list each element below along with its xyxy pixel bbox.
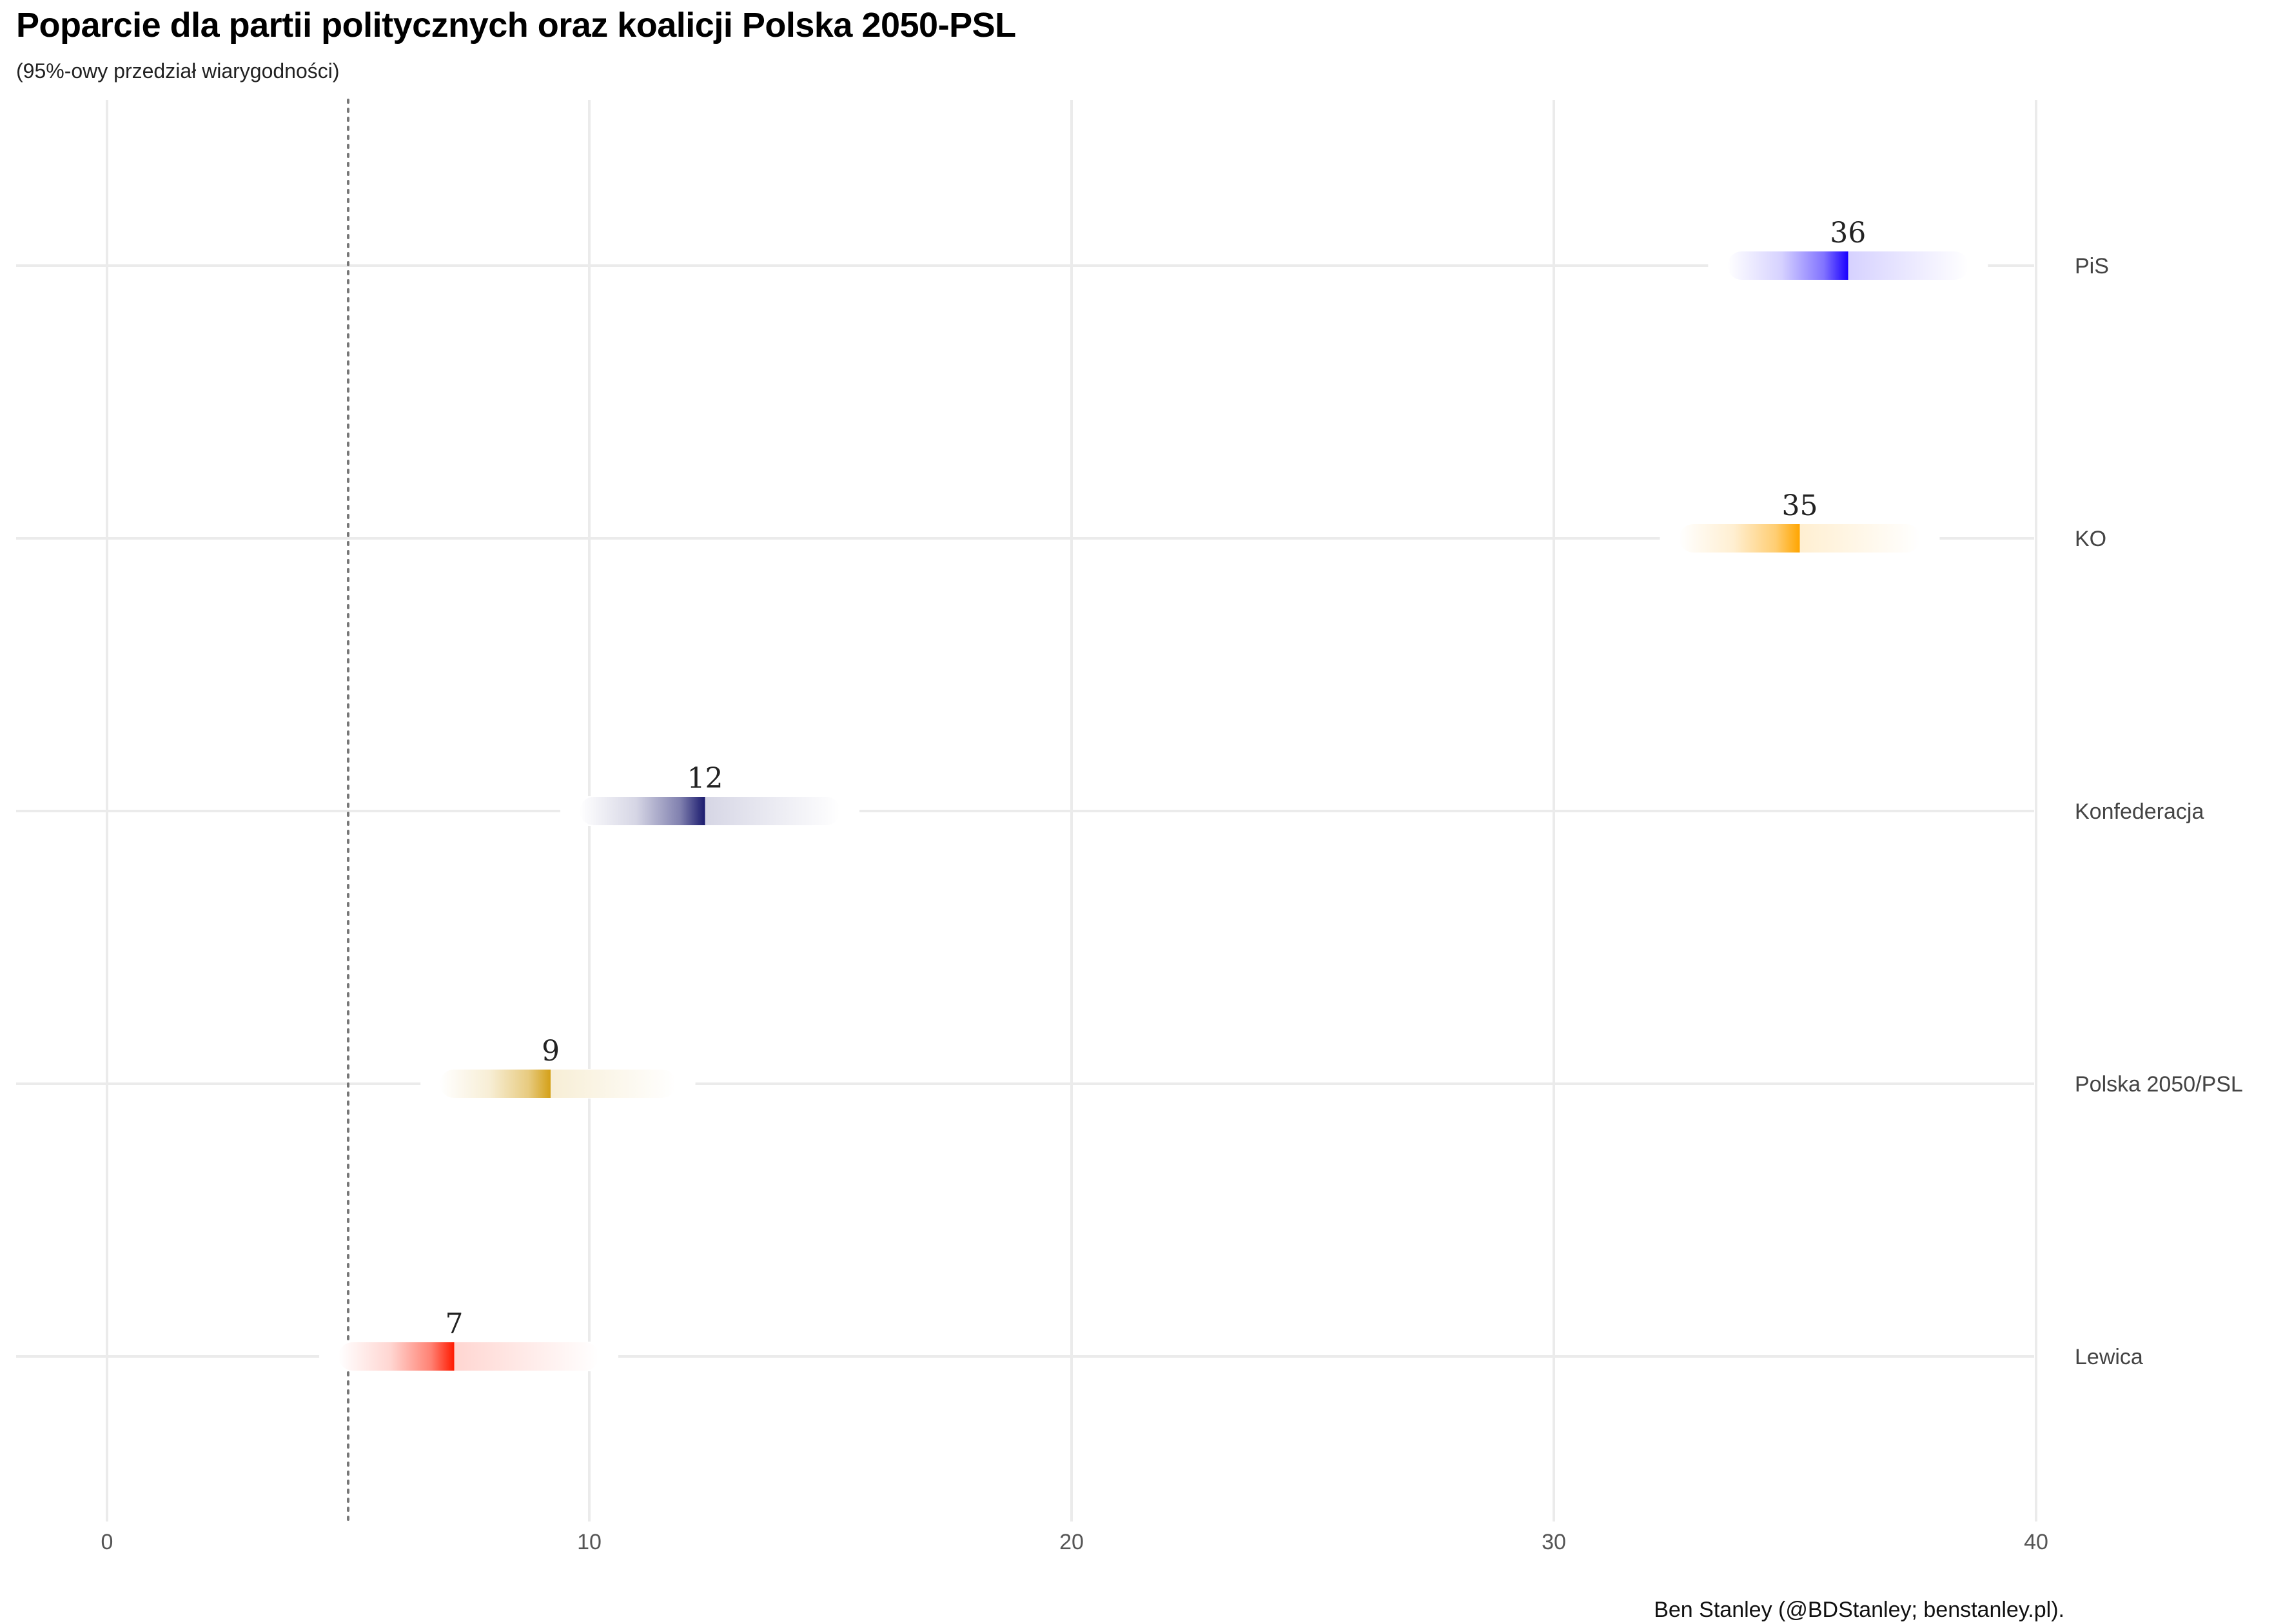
category-label: KO — [2075, 527, 2106, 551]
x-axis: 0 10 20 30 40 — [101, 1530, 2048, 1554]
value-label: 9 — [542, 1035, 560, 1068]
category-label: Lewica — [2075, 1345, 2143, 1369]
category-label: PiS — [2075, 254, 2109, 279]
chart-caption: Ben Stanley (@BDStanley; benstanley.pl). — [1654, 1598, 2064, 1622]
category-label: Konfederacja — [2075, 799, 2204, 824]
value-label: 12 — [687, 762, 723, 795]
interval-layer — [319, 251, 1988, 1371]
chart-title: Poparcie dla partii politycznych oraz ko… — [16, 6, 1016, 44]
chart-subtitle: (95%-owy przedział wiarygodności) — [16, 59, 340, 83]
category-label: Polska 2050/PSL — [2075, 1072, 2243, 1097]
x-tick-label: 0 — [101, 1530, 113, 1554]
interval-bar — [1727, 251, 1969, 280]
interval-bar — [338, 1342, 599, 1371]
value-label: 7 — [446, 1307, 464, 1340]
x-tick-label: 10 — [577, 1530, 602, 1554]
interval-bar — [580, 797, 840, 825]
x-tick-label: 20 — [1059, 1530, 1084, 1554]
x-tick-label: 30 — [1542, 1530, 1566, 1554]
grid-layer — [16, 100, 2037, 1521]
value-label: 35 — [1781, 489, 1818, 522]
value-label: 36 — [1830, 217, 1866, 249]
interval-bar — [440, 1070, 676, 1098]
label-layer: 36 35 12 9 7 — [446, 217, 1867, 1340]
x-tick-label: 40 — [2024, 1530, 2048, 1554]
interval-bar — [1679, 524, 1921, 553]
y-axis-categories: PiS KO Konfederacja Polska 2050/PSL Lewica — [2075, 254, 2243, 1369]
